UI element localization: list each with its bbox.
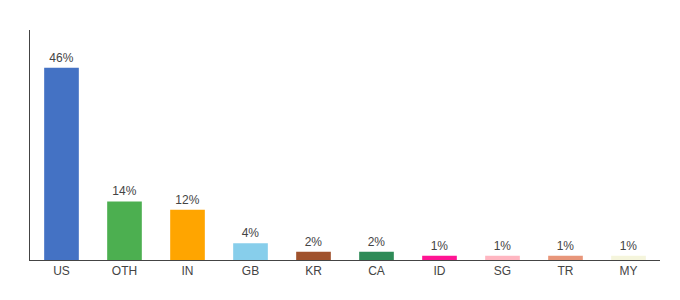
svg-text:4%: 4% [242,226,260,240]
svg-text:1%: 1% [431,239,449,253]
svg-text:KR: KR [305,264,322,278]
svg-text:CA: CA [368,264,385,278]
svg-text:1%: 1% [557,239,575,253]
svg-text:46%: 46% [49,51,73,65]
svg-text:1%: 1% [494,239,512,253]
svg-text:ID: ID [434,264,446,278]
svg-text:1%: 1% [620,239,638,253]
svg-text:14%: 14% [112,184,136,198]
svg-text:US: US [53,264,70,278]
svg-text:IN: IN [182,264,194,278]
svg-text:MY: MY [620,264,638,278]
svg-text:TR: TR [558,264,574,278]
svg-text:OTH: OTH [112,264,137,278]
svg-text:2%: 2% [305,235,323,249]
svg-text:GB: GB [242,264,259,278]
svg-text:2%: 2% [368,235,386,249]
svg-text:SG: SG [494,264,511,278]
svg-text:12%: 12% [175,193,199,207]
